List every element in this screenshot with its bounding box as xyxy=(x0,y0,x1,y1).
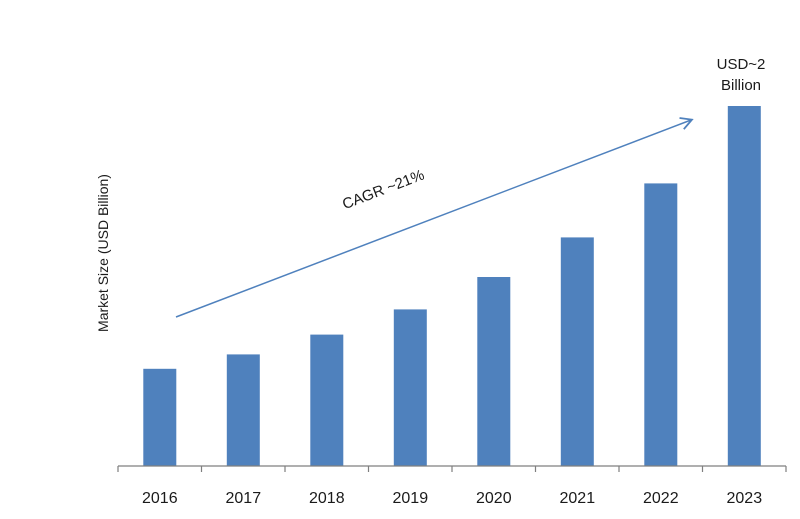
x-tick-label-2017: 2017 xyxy=(226,490,262,507)
end-value-label-line2: Billion xyxy=(721,77,761,94)
cagr-trend-arrow xyxy=(175,117,694,318)
bar-2019 xyxy=(393,309,427,466)
y-axis-title: Market Size (USD Billion) xyxy=(95,174,111,332)
bar-2016 xyxy=(143,368,177,466)
bar-2017 xyxy=(226,354,260,466)
x-tick-label-2021: 2021 xyxy=(560,490,596,507)
cagr-label: CAGR ~21% xyxy=(340,166,427,213)
end-value-label-line1: USD~2 xyxy=(717,56,766,73)
x-tick-label-2016: 2016 xyxy=(142,490,178,507)
x-tick-label-2023: 2023 xyxy=(727,490,763,507)
x-tick-label-2022: 2022 xyxy=(643,490,679,507)
x-tick-label-2019: 2019 xyxy=(393,490,429,507)
x-ticks xyxy=(117,466,787,472)
bars-layer xyxy=(143,106,761,466)
x-tick-labels: 2016 2017 2018 2019 2020 2021 2022 2023 xyxy=(142,490,762,507)
x-tick-label-2018: 2018 xyxy=(309,490,345,507)
bar-2021 xyxy=(560,237,594,466)
bar-2023 xyxy=(727,106,761,466)
bar-2022 xyxy=(644,183,678,466)
x-tick-label-2020: 2020 xyxy=(476,490,512,507)
bar-2020 xyxy=(477,277,511,466)
bar-2018 xyxy=(310,334,344,466)
